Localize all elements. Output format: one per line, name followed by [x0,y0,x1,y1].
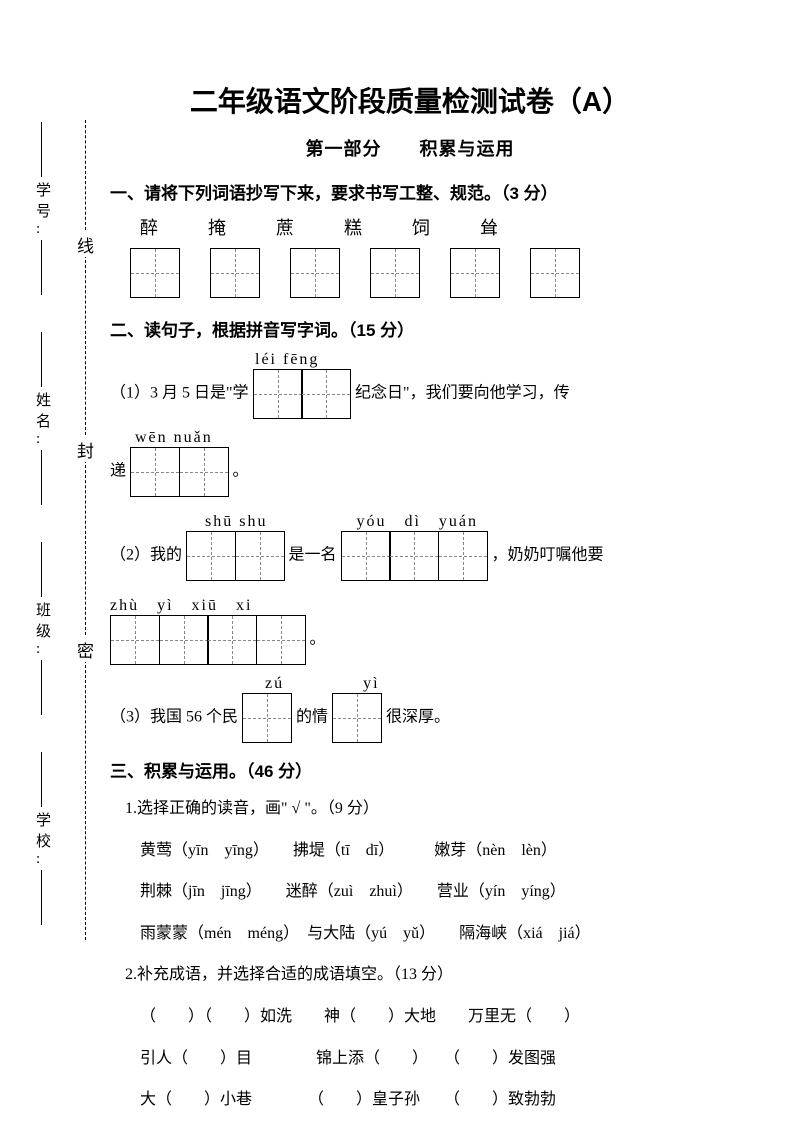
binding-char-secret: 密 [77,637,94,662]
q1-line1: （1）3 月 5 日是"学 纪念日"，我们要向他学习，传 [110,369,710,419]
q2-pinyin-row: shū shu yóu dì yuán [110,507,710,531]
writing-boxes[interactable] [341,531,488,581]
char: 掩 [208,214,226,240]
side-label-name: 姓名: [35,330,52,507]
s3-line: 荆棘（jīn jīng） 迷醉（zuì zhuì） 营业（yín yíng） [140,875,710,909]
q2-line2: 。 [110,615,710,665]
section1-chars: 醉 掩 蔗 糕 饲 耸 [110,214,710,240]
page-subtitle: 第一部分 积累与运用 [110,135,710,161]
writing-boxes[interactable] [332,693,382,743]
q1-line2: 递 。 [110,447,710,497]
writing-box[interactable] [130,248,180,298]
section3-heading: 三、积累与运用。（46 分） [110,757,710,782]
binding-char-seal: 封 [77,437,94,462]
q1-pinyin2: wēn nuǎn [135,429,710,447]
q3-pinyin-row: zú yì [110,675,710,693]
writing-boxes[interactable] [186,531,285,581]
side-label-student-id: 学号: [35,120,52,297]
page-content: 二年级语文阶段质量检测试卷（A） 第一部分 积累与运用 一、请将下列词语抄写下来… [110,80,710,1125]
section1-heading: 一、请将下列词语抄写下来，要求书写工整、规范。（3 分） [110,179,710,204]
q2-pinyin3: zhù yì xiū xi [110,591,710,615]
writing-box[interactable] [450,248,500,298]
binding-char-line: 线 [77,232,94,257]
q1-pinyin-top: léi fēng [255,351,710,369]
q2-line1: （2）我的 是一名 ，奶奶叮嘱他要 [110,531,710,581]
s3-line: 引人（ ）目 锦上添（ ） （ ）发图强 [140,1042,710,1076]
writing-boxes[interactable] [242,693,292,743]
char: 糕 [344,214,362,240]
side-label-school: 学校: [35,750,52,927]
char: 耸 [480,214,498,240]
writing-box[interactable] [290,248,340,298]
side-label-class: 班级: [35,540,52,717]
char: 饲 [412,214,430,240]
s3-line: 大（ ）小巷 （ ）皇子孙 （ ）致勃勃 [140,1083,710,1117]
q3-line: （3）我国 56 个民 的情 很深厚。 [110,693,710,743]
section3-sub2: 2.补充成语，并选择合适的成语填空。（13 分） [125,958,710,992]
char: 蔗 [276,214,294,240]
writing-boxes[interactable] [130,447,229,497]
binding-margin: 线 封 密 学号: 姓名: 班级: 学校: [35,120,95,940]
writing-box[interactable] [210,248,260,298]
char: 醉 [140,214,158,240]
writing-box[interactable] [370,248,420,298]
writing-box[interactable] [530,248,580,298]
section3-sub1: 1.选择正确的读音，画" √ "。（9 分） [125,792,710,826]
section2-heading: 二、读句子，根据拼音写字词。（15 分） [110,316,710,341]
writing-boxes[interactable] [253,369,352,419]
s3-line: 黄莺（yīn yīng） 拂堤（tī dī） 嫩芽（nèn lèn） [140,834,710,868]
s3-line: 雨蒙蒙（mén méng） 与大陆（yú yǔ） 隔海峡（xiá jiá） [140,917,710,951]
section1-boxes [110,248,710,298]
s3-line: （ ）（ ）如洗 神（ ）大地 万里无（ ） [140,1000,710,1034]
writing-boxes[interactable] [110,615,306,665]
page-title: 二年级语文阶段质量检测试卷（A） [110,80,710,120]
